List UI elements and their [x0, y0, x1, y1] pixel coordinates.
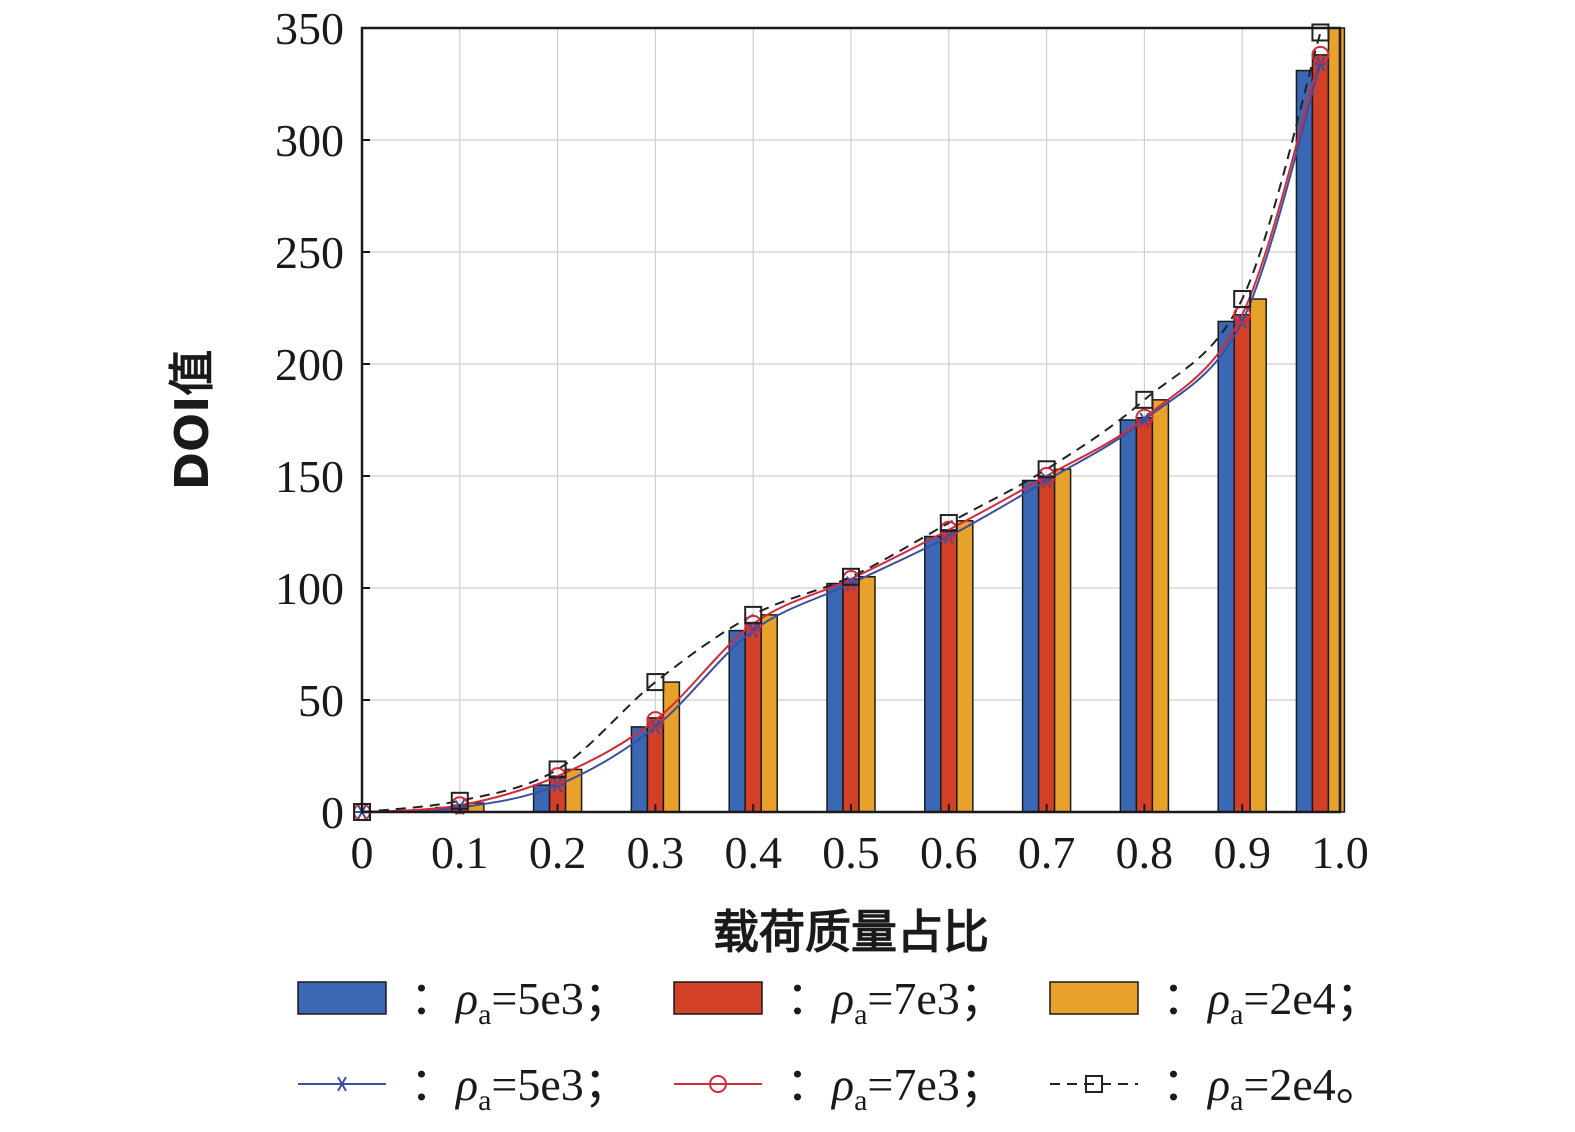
x-axis-title: 载荷质量占比	[713, 905, 989, 959]
bar-s3-6	[956, 520, 974, 813]
y-tick-label: 350	[275, 3, 344, 54]
legend-separator: ：	[1162, 973, 1208, 1024]
legend: ： ρa=5e3；： ρa=7e3；： ρa=2e4；： ρa=5e3；： ρa=7e3；…	[297, 973, 1382, 1117]
bar-s3-5	[858, 576, 876, 813]
x-tick-label: 1.0	[1311, 827, 1369, 878]
legend-marker-1	[334, 1076, 350, 1092]
marker-s3-11	[1311, 23, 1330, 42]
marker-s2-9	[1135, 408, 1154, 427]
bar-s2-4	[744, 623, 762, 813]
y-tick-label: 0	[321, 787, 344, 838]
bar-s1-9	[1217, 320, 1235, 813]
marker-s3-9	[1135, 390, 1154, 409]
bar-s2-9	[1233, 313, 1251, 813]
y-tick-label: 150	[275, 451, 344, 502]
marker-s2-4	[646, 711, 665, 730]
legend-line-label-1: ρa=5e3；	[454, 1059, 630, 1117]
bar-s2-6	[940, 529, 958, 813]
bar-s3-10	[1327, 27, 1346, 813]
legend-bar-swatch-2	[673, 981, 763, 1015]
axis-ticks: 0 0.1 0.2 0.3 0.4 0.5 0.6 0.7 0.8 0.9 1.0 0 50 100 150…	[275, 3, 1369, 878]
y-tick-label: 300	[275, 115, 344, 166]
legend-bar-swatch-3	[1049, 981, 1139, 1015]
legend-marker-2	[709, 1075, 727, 1093]
y-tick-label: 100	[275, 563, 344, 614]
bar-s3-4	[760, 614, 778, 813]
legend-separator: ：	[1162, 1059, 1208, 1110]
x-tick-label: 0.1	[431, 827, 489, 878]
marker-s1-8	[1038, 473, 1055, 488]
bar-s1-10	[1295, 69, 1314, 813]
x-tick-label: 0.5	[822, 827, 880, 878]
marker-s3-5	[744, 605, 763, 624]
y-tick-label: 200	[275, 339, 344, 390]
marker-s3-8	[1037, 460, 1056, 479]
line-s2	[361, 54, 1322, 813]
bar-s1-8	[1119, 419, 1138, 813]
bar-s1-6	[924, 535, 942, 813]
marker-s1-6	[843, 576, 859, 591]
legend-bar-swatch-1	[297, 981, 387, 1015]
legend-separator: ：	[786, 1059, 832, 1110]
x-tick-label: 0.9	[1213, 827, 1271, 878]
x-tick-label: 0.3	[627, 827, 685, 878]
y-axis-title: DOI值	[165, 350, 219, 490]
marker-s3-4	[646, 673, 665, 692]
bar-s1-5	[826, 582, 844, 813]
marker-s3-7	[939, 514, 958, 533]
bar-s3-9	[1249, 298, 1267, 813]
bar-s1-4	[728, 629, 746, 813]
y-tick-label: 50	[298, 675, 344, 726]
line-s1	[361, 63, 1322, 813]
legend-bar-label-1: ρa=5e3；	[454, 973, 630, 1031]
bars	[435, 27, 1346, 813]
bar-s3-8	[1151, 399, 1170, 813]
x-tick-label: 0.4	[724, 827, 782, 878]
legend-separator: ：	[786, 973, 832, 1024]
legend-bar-label-3: ρa=2e4；	[1206, 973, 1382, 1031]
y-tick-label: 250	[275, 227, 344, 278]
legend-line-label-3: ρa=2e4。	[1206, 1059, 1382, 1117]
legend-line-label-2: ρa=7e3；	[830, 1059, 1006, 1117]
marker-s2-11	[1311, 45, 1330, 64]
x-tick-label: 0.8	[1116, 827, 1174, 878]
bar-s2-8	[1135, 417, 1154, 813]
x-tick-label: 0.7	[1018, 827, 1076, 878]
legend-marker-3	[1085, 1075, 1103, 1093]
legend-bar-label-2: ρa=7e3；	[830, 973, 1006, 1031]
legend-separator: ：	[410, 973, 456, 1024]
marker-s3-3	[548, 760, 567, 779]
x-tick-label: 0.6	[920, 827, 978, 878]
x-tick-label: 0.2	[529, 827, 587, 878]
bar-s2-10	[1311, 54, 1330, 813]
marker-s3-6	[842, 567, 860, 586]
bar-s2-5	[842, 578, 860, 813]
bar-s1-7	[1021, 479, 1040, 813]
x-tick-label: 0	[351, 827, 374, 878]
marker-s3-10	[1233, 290, 1252, 309]
legend-separator: ：	[410, 1059, 456, 1110]
bar-s3-7	[1053, 468, 1072, 813]
bar-s2-7	[1037, 475, 1056, 813]
